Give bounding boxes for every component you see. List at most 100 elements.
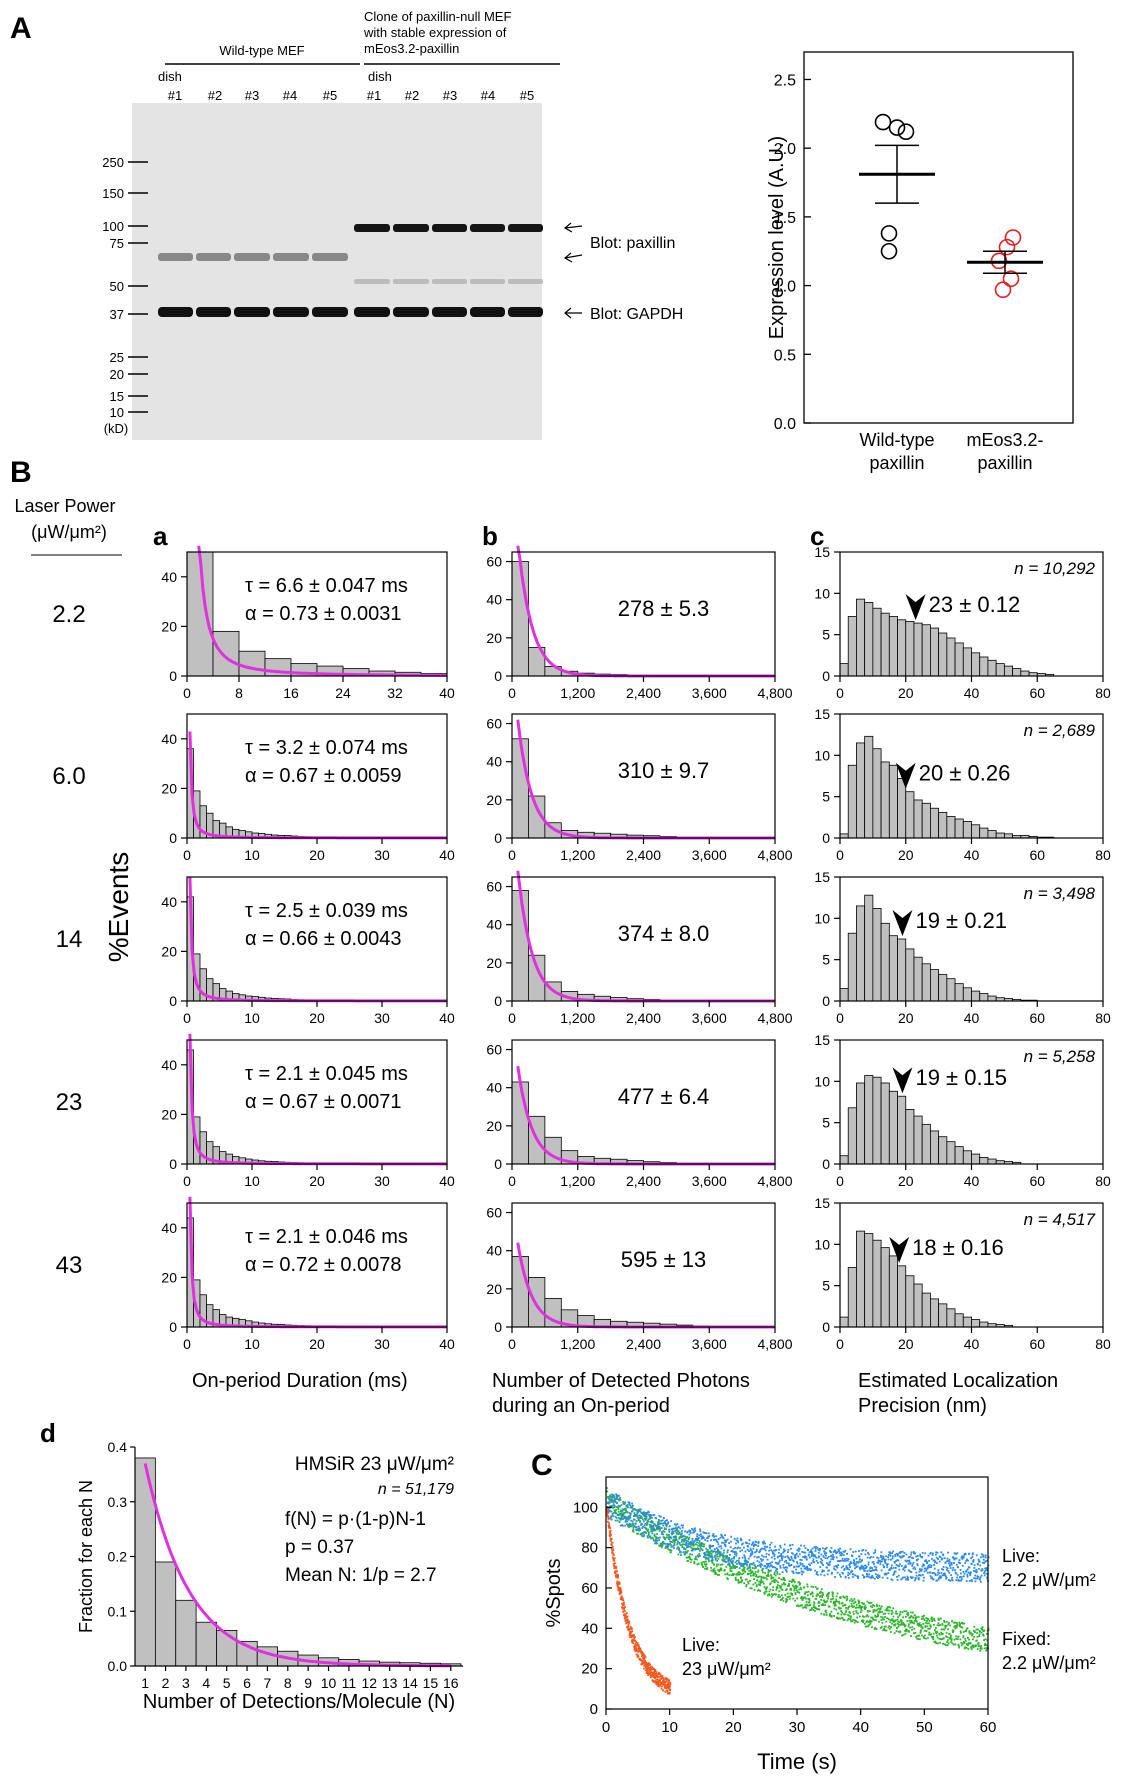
data-point: [883, 1618, 885, 1621]
data-point: [676, 1532, 679, 1535]
data-point: [844, 1575, 847, 1578]
data-point: [889, 1606, 891, 1609]
data-point: [860, 1607, 862, 1610]
data-point: [798, 1583, 801, 1586]
data-point: [636, 1532, 638, 1535]
data-point: [706, 1568, 708, 1571]
data-point: [914, 1568, 917, 1570]
data-point: [713, 1550, 716, 1553]
data-point: [776, 1568, 778, 1571]
data-point: [881, 1557, 884, 1560]
data-point: [924, 1634, 926, 1637]
data-point: [686, 1551, 688, 1554]
data-point: [806, 1565, 808, 1568]
data-point: [796, 1552, 798, 1555]
data-point: [909, 1556, 911, 1558]
data-point: [862, 1568, 865, 1571]
data-point: [892, 1550, 894, 1553]
data-point: [766, 1586, 768, 1589]
x-tick-label: 1,200: [560, 1010, 595, 1026]
data-point: [908, 1617, 911, 1620]
data-point: [657, 1521, 660, 1524]
data-point: [644, 1522, 647, 1525]
data-point: [636, 1649, 638, 1652]
data-point: [785, 1569, 788, 1572]
data-point: [713, 1556, 716, 1559]
data-point: [680, 1536, 683, 1539]
data-point: [984, 1642, 987, 1645]
data-point: [755, 1550, 758, 1553]
data-point: [924, 1552, 927, 1555]
data-point: [965, 1560, 968, 1562]
data-point: [817, 1594, 819, 1596]
data-point: [867, 1610, 869, 1612]
data-point: [786, 1598, 789, 1601]
data-point: [841, 1611, 844, 1614]
data-point: [922, 1617, 925, 1620]
gapdh-band: [273, 307, 309, 317]
data-point: [767, 1573, 769, 1576]
data-point: [659, 1528, 661, 1531]
data-point: [671, 1541, 674, 1544]
data-point: [913, 1627, 916, 1630]
data-point: [804, 1547, 807, 1549]
data-point: [611, 1496, 614, 1499]
data-point: [611, 1549, 614, 1551]
data-point: [803, 1606, 806, 1609]
data-point: [814, 1586, 817, 1588]
data-point: [942, 1642, 944, 1645]
data-point: [892, 1567, 895, 1569]
histogram-bar: [971, 1319, 981, 1328]
data-point: [726, 1573, 729, 1576]
data-point: [634, 1636, 636, 1638]
data-point: [797, 1572, 799, 1575]
data-point: [710, 1566, 712, 1569]
data-point: [816, 1571, 819, 1573]
data-point: [880, 1554, 882, 1557]
data-point: [627, 1627, 630, 1629]
histogram-bar: [979, 993, 989, 1002]
data-point: [629, 1512, 632, 1515]
data-point: [832, 1602, 835, 1605]
data-point: [677, 1530, 680, 1533]
data-point: [817, 1556, 820, 1559]
data-point: [901, 1623, 904, 1626]
data-point: [647, 1528, 650, 1531]
data-point: [770, 1541, 773, 1544]
data-point: [886, 1566, 889, 1569]
data-point: [901, 1634, 903, 1637]
histogram-bar: [864, 1075, 874, 1165]
data-point: [929, 1552, 932, 1554]
data-point: [698, 1542, 700, 1544]
histogram-bar: [962, 647, 972, 677]
data-point: [870, 1605, 872, 1608]
data-point: [735, 1579, 737, 1581]
histogram-bar: [971, 1153, 981, 1165]
data-point: [978, 1635, 981, 1638]
data-point: [768, 1565, 771, 1568]
data-point: [666, 1536, 668, 1539]
data-point: [957, 1643, 960, 1646]
x-tick-label: 0: [183, 847, 191, 863]
data-point: [712, 1545, 714, 1547]
data-point: [633, 1648, 636, 1651]
data-point: [784, 1556, 787, 1558]
data-point: [609, 1505, 612, 1508]
data-point: [899, 1630, 902, 1633]
data-point: [658, 1519, 660, 1521]
data-point: [838, 1602, 841, 1605]
data-point: [869, 1557, 871, 1559]
data-point: [814, 1555, 816, 1557]
precision-value: 20 ± 0.26: [919, 761, 1011, 786]
data-point: [964, 1637, 967, 1640]
scatter-point: [874, 113, 892, 131]
data-point: [637, 1508, 640, 1511]
data-point: [887, 1612, 890, 1615]
data-point: [881, 1625, 883, 1628]
data-point: [697, 1562, 700, 1565]
data-point: [704, 1552, 706, 1554]
x-tick-label: 5: [223, 1675, 231, 1691]
data-point: [873, 1577, 876, 1580]
